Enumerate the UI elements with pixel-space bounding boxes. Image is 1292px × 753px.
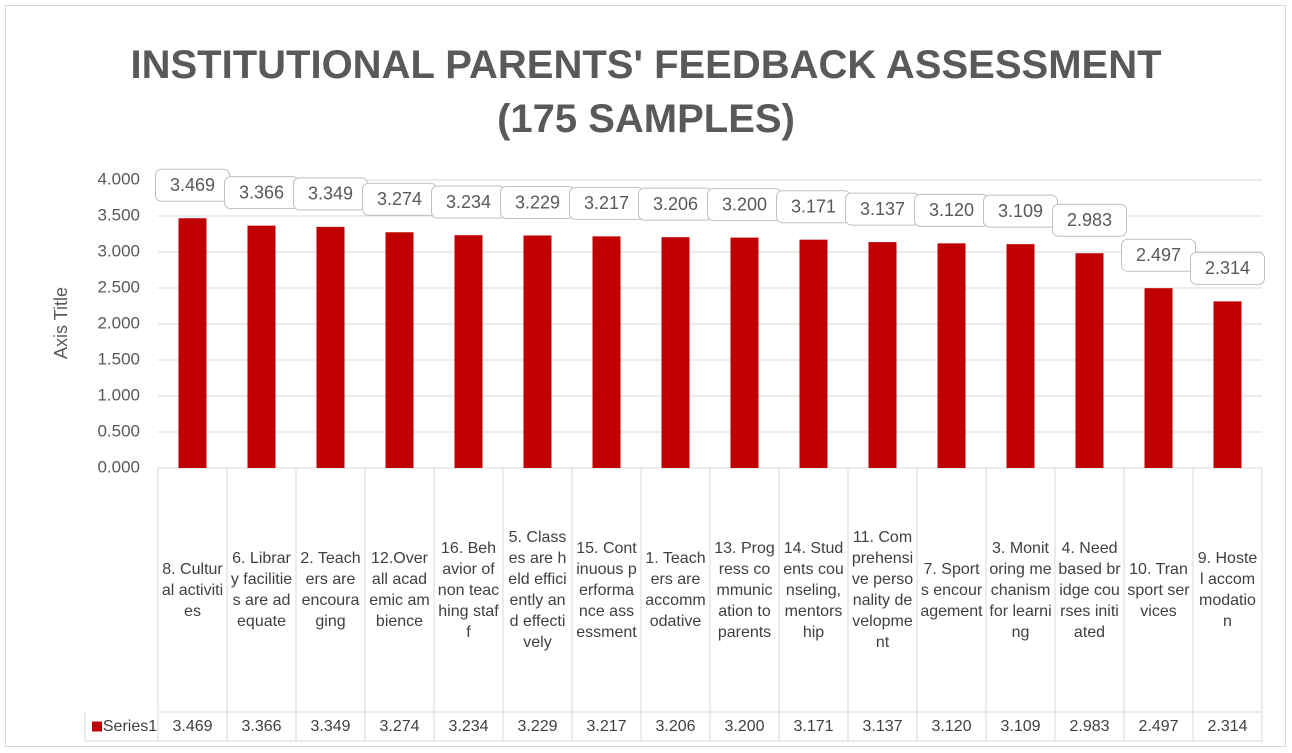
bar [178,218,207,468]
x-tick-label: 3. Monitoring mechanism for learning [989,539,1052,641]
y-tick-label: 0.500 [97,421,140,440]
x-tick-label: 7. Sports encouragement [920,560,983,620]
bar [730,237,759,468]
legend-label: Series1 [102,717,158,735]
chart-border [5,5,1286,747]
data-label-box [1190,251,1265,285]
bar [799,239,828,468]
bar [1006,244,1035,468]
y-tick-label: 0.000 [97,457,140,476]
y-tick-label: 3.500 [97,205,140,224]
x-tick-label: 12.Overall academic ambience [369,550,430,630]
data-label: 3.366 [239,182,284,202]
bar [592,236,621,468]
y-tick-label: 3.000 [97,241,140,260]
data-label: 2.314 [1205,258,1250,278]
x-tick-label: 11. Comprehensive personality developmen… [851,529,914,651]
x-tick-label: 13. Progress communication to parents [714,539,775,641]
table-value: 3.469 [172,717,213,735]
data-label: 3.206 [653,194,698,214]
table-value: 3.229 [517,717,558,735]
x-tick-label: 14. Students counseling, mentorship [783,539,844,641]
table-value: 3.200 [724,717,765,735]
data-label: 3.217 [584,193,629,213]
table-value: 3.109 [1000,717,1041,735]
data-label: 3.349 [308,184,353,204]
bar [1075,253,1104,468]
table-value: 3.171 [793,717,834,735]
table-value: 3.274 [379,717,420,735]
x-tick-label: 2. Teachers are encouraging [300,550,361,630]
data-label: 2.497 [1136,245,1181,265]
x-tick-label: 15. Continuous performance assessment [576,539,637,641]
chart-title: INSTITUTIONAL PARENTS' FEEDBACK ASSESSME… [130,43,1162,141]
y-tick-label: 2.500 [97,277,140,296]
bar [454,235,483,468]
x-tick-label: 10. Transport services [1127,560,1190,620]
data-label: 3.274 [377,189,422,209]
table-value: 3.206 [655,717,696,735]
y-tick-label: 1.000 [97,385,140,404]
data-label: 2.983 [1067,210,1112,230]
y-tick-label: 2.000 [97,313,140,332]
x-tick-label: 9. Hostel accommodation [1197,550,1258,630]
x-tick-label: 5. Classes are held efficiently and effe… [508,529,567,651]
bar [868,242,897,468]
data-label-box [1052,203,1127,237]
data-label: 3.229 [515,192,560,212]
data-label: 3.234 [446,192,491,212]
table-value: 2.497 [1138,717,1179,735]
table-value: 2.314 [1207,717,1248,735]
data-label: 3.137 [860,199,905,219]
x-tick-label: 16. Behavior of non teaching staff [437,539,500,641]
table-value: 3.349 [310,717,351,735]
data-label: 3.120 [929,200,974,220]
table-value: 3.137 [862,717,903,735]
table-value: 2.983 [1069,717,1110,735]
y-tick-label: 4.000 [97,169,140,188]
data-label: 3.469 [170,175,215,195]
bar [1213,301,1242,468]
table-value: 3.366 [241,717,282,735]
x-tick-label: 1. Teachers are accommodative [645,550,706,630]
legend-key [92,721,102,732]
table-value: 3.217 [586,717,627,735]
x-tick-label: 6. Library facilities are adequate [230,550,293,630]
bar [937,243,966,468]
bar [385,232,414,468]
bar [1144,288,1173,468]
data-label: 3.200 [722,194,767,214]
x-tick-label: 8. Cultural activities [161,560,224,620]
bar [661,237,690,468]
y-tick-label: 1.500 [97,349,140,368]
y-axis-title: Axis Title [51,287,71,359]
table-value: 3.234 [448,717,489,735]
data-label: 3.109 [998,201,1043,221]
bar [316,226,345,468]
table-value: 3.120 [931,717,972,735]
bar [523,235,552,468]
x-tick-label: 4. Need based bridge courses initiated [1058,539,1121,641]
data-label: 3.171 [791,196,836,216]
bar [247,225,276,468]
